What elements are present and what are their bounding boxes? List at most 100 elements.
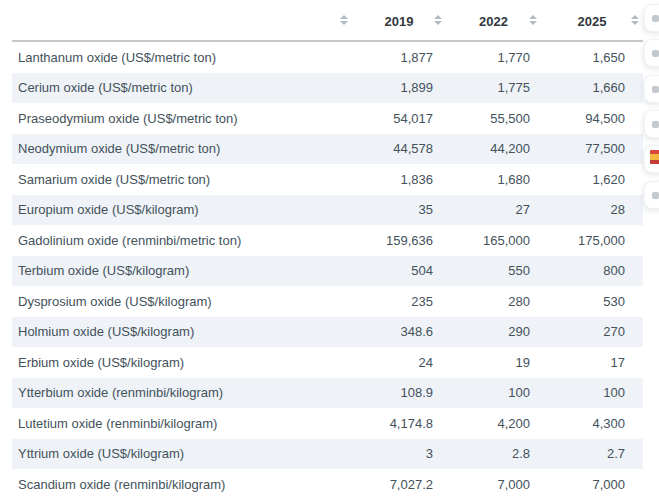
table-row: Holmium oxide (US$/kilogram) 348.6 290 2… <box>12 317 643 348</box>
value-2022: 55,500 <box>446 103 541 134</box>
value-2025: 1,660 <box>541 73 643 104</box>
commodity-label: Ytterbium oxide (renminbi/kilogram) <box>12 378 352 409</box>
value-2022: 165,000 <box>446 225 541 256</box>
partial-icon <box>652 121 659 128</box>
column-header-label: 2019 <box>385 14 414 29</box>
table-row: Lanthanum oxide (US$/metric ton) 1,877 1… <box>12 41 643 73</box>
value-2019: 1,877 <box>352 41 446 73</box>
commodity-label: Gadolinium oxide (renminbi/metric ton) <box>12 225 352 256</box>
value-2025: 100 <box>541 378 643 409</box>
value-2022: 290 <box>446 317 541 348</box>
commodity-label: Lutetium oxide (renminbi/kilogram) <box>12 408 352 439</box>
value-2025: 2.7 <box>541 439 643 470</box>
column-header-label: 2025 <box>578 14 607 29</box>
sort-icon <box>340 15 348 25</box>
value-2025: 1,650 <box>541 41 643 73</box>
value-2025: 1,620 <box>541 164 643 195</box>
commodity-label: Neodymium oxide (US$/metric ton) <box>12 134 352 165</box>
commodity-label: Praseodymium oxide (US$/metric ton) <box>12 103 352 134</box>
flag-icon <box>650 150 659 164</box>
value-2022: 19 <box>446 347 541 378</box>
value-2025: 77,500 <box>541 134 643 165</box>
table-row: Gadolinium oxide (renminbi/metric ton) 1… <box>12 225 643 256</box>
sort-icon <box>529 15 537 25</box>
column-header-2022[interactable]: 2022 <box>446 0 541 41</box>
value-2025: 530 <box>541 286 643 317</box>
value-2025: 175,000 <box>541 225 643 256</box>
side-button-1[interactable] <box>644 4 659 32</box>
value-2022: 44,200 <box>446 134 541 165</box>
rare-earth-prices-table: 2019 2022 2025 Lanthanum oxide (US$/metr <box>12 0 643 499</box>
value-2019: 348.6 <box>352 317 446 348</box>
column-header-commodity[interactable] <box>12 0 352 41</box>
value-2019: 24 <box>352 347 446 378</box>
partial-icon <box>652 15 659 22</box>
commodity-label: Dysprosium oxide (US$/kilogram) <box>12 286 352 317</box>
partial-icon <box>652 50 659 57</box>
table-row: Lutetium oxide (renminbi/kilogram) 4,174… <box>12 408 643 439</box>
commodity-label: Samarium oxide (US$/metric ton) <box>12 164 352 195</box>
table-row: Terbium oxide (US$/kilogram) 504 550 800 <box>12 256 643 287</box>
commodity-label: Erbium oxide (US$/kilogram) <box>12 347 352 378</box>
side-button-4[interactable] <box>644 110 659 138</box>
side-button-6[interactable] <box>644 181 659 209</box>
value-2022: 1,680 <box>446 164 541 195</box>
value-2019: 108.9 <box>352 378 446 409</box>
value-2019: 4,174.8 <box>352 408 446 439</box>
table-row: Yttrium oxide (US$/kilogram) 3 2.8 2.7 <box>12 439 643 470</box>
table-row: Neodymium oxide (US$/metric ton) 44,578 … <box>12 134 643 165</box>
value-2019: 54,017 <box>352 103 446 134</box>
table-row: Scandium oxide (renminbi/kilogram) 7,027… <box>12 469 643 499</box>
value-2019: 1,836 <box>352 164 446 195</box>
value-2025: 270 <box>541 317 643 348</box>
page: 2019 2022 2025 Lanthanum oxide (US$/metr <box>0 0 659 499</box>
side-toolbar <box>644 0 659 230</box>
value-2019: 3 <box>352 439 446 470</box>
value-2019: 504 <box>352 256 446 287</box>
table-header-row: 2019 2022 2025 <box>12 0 643 41</box>
value-2022: 100 <box>446 378 541 409</box>
table-row: Praseodymium oxide (US$/metric ton) 54,0… <box>12 103 643 134</box>
commodity-label: Lanthanum oxide (US$/metric ton) <box>12 41 352 73</box>
table-row: Europium oxide (US$/kilogram) 35 27 28 <box>12 195 643 226</box>
value-2022: 550 <box>446 256 541 287</box>
value-2019: 1,899 <box>352 73 446 104</box>
table-row: Samarium oxide (US$/metric ton) 1,836 1,… <box>12 164 643 195</box>
commodity-label: Terbium oxide (US$/kilogram) <box>12 256 352 287</box>
value-2025: 4,300 <box>541 408 643 439</box>
value-2025: 17 <box>541 347 643 378</box>
commodity-label: Scandium oxide (renminbi/kilogram) <box>12 469 352 499</box>
value-2019: 159,636 <box>352 225 446 256</box>
value-2022: 4,200 <box>446 408 541 439</box>
table-row: Cerium oxide (US$/metric ton) 1,899 1,77… <box>12 73 643 104</box>
value-2025: 94,500 <box>541 103 643 134</box>
value-2022: 7,000 <box>446 469 541 499</box>
column-header-2025[interactable]: 2025 <box>541 0 643 41</box>
value-2019: 44,578 <box>352 134 446 165</box>
value-2019: 235 <box>352 286 446 317</box>
side-button-2[interactable] <box>644 39 659 67</box>
table-row: Erbium oxide (US$/kilogram) 24 19 17 <box>12 347 643 378</box>
value-2019: 7,027.2 <box>352 469 446 499</box>
side-button-3[interactable] <box>644 75 659 103</box>
value-2022: 280 <box>446 286 541 317</box>
value-2019: 35 <box>352 195 446 226</box>
partial-icon <box>652 86 659 93</box>
value-2022: 2.8 <box>446 439 541 470</box>
table-row: Ytterbium oxide (renminbi/kilogram) 108.… <box>12 378 643 409</box>
value-2025: 28 <box>541 195 643 226</box>
value-2025: 7,000 <box>541 469 643 499</box>
partial-icon <box>652 192 659 199</box>
value-2022: 27 <box>446 195 541 226</box>
sort-icon <box>631 15 639 25</box>
commodity-label: Yttrium oxide (US$/kilogram) <box>12 439 352 470</box>
column-header-2019[interactable]: 2019 <box>352 0 446 41</box>
commodity-label: Europium oxide (US$/kilogram) <box>12 195 352 226</box>
sort-icon <box>434 15 442 25</box>
table-row: Dysprosium oxide (US$/kilogram) 235 280 … <box>12 286 643 317</box>
column-header-label: 2022 <box>479 14 508 29</box>
value-2025: 800 <box>541 256 643 287</box>
commodity-label: Holmium oxide (US$/kilogram) <box>12 317 352 348</box>
side-button-flag[interactable] <box>644 145 659 173</box>
prices-table-container: 2019 2022 2025 Lanthanum oxide (US$/metr <box>12 0 643 499</box>
